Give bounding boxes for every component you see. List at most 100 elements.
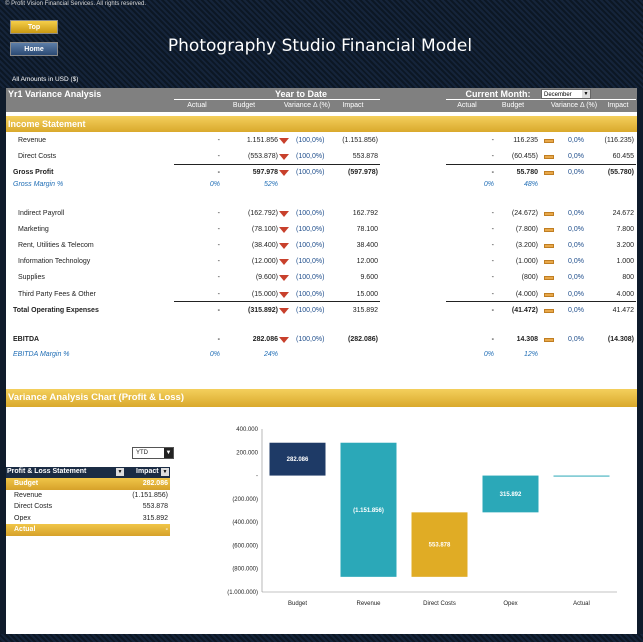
cell: 4.000 <box>616 291 634 298</box>
cell: - <box>217 226 220 233</box>
down-arrow-icon <box>279 154 289 160</box>
bar-data-label: 553.878 <box>429 543 451 549</box>
cell: (100,0%) <box>296 169 325 176</box>
y-tick-label: (200.000) <box>232 497 258 503</box>
down-arrow-icon <box>279 211 289 217</box>
pl-row-budget: Budget 282.086 <box>6 478 170 490</box>
neutral-icon <box>544 139 554 143</box>
y-tick-label: (600.000) <box>232 543 258 549</box>
pl-value: 553.878 <box>142 503 168 510</box>
divider <box>174 164 380 165</box>
pl-label: Opex <box>14 514 31 522</box>
cell: 3.200 <box>616 242 634 249</box>
cell: (38.400) <box>251 242 278 249</box>
bar-data-label: (1.151.856) <box>353 508 384 514</box>
row-label: Third Party Fees & Other <box>18 291 96 298</box>
table-row: Supplies - (9.600) (100,0%) 9.600 - (800… <box>6 272 637 284</box>
cell: - <box>217 258 220 265</box>
y-tick-label: (800.000) <box>232 567 258 573</box>
cell: (597.978) <box>348 169 378 176</box>
down-arrow-icon <box>279 138 289 144</box>
chevron-down-icon[interactable]: ▼ <box>582 90 590 98</box>
neutral-icon <box>544 309 554 313</box>
cell: - <box>491 226 494 233</box>
cell: (100,0%) <box>296 137 325 144</box>
col-impact: Impact <box>342 102 364 109</box>
cell: - <box>217 210 220 217</box>
divider <box>446 301 636 302</box>
row-label: EBITDA <box>13 336 40 343</box>
cell: - <box>491 153 494 160</box>
pl-row-opex: Opex 315.892 <box>6 513 170 525</box>
row-label: Direct Costs <box>18 153 57 160</box>
y-tick-label: - <box>256 474 258 480</box>
cell: 60.455 <box>612 153 634 160</box>
neutral-icon <box>544 293 554 297</box>
cell: (1.000) <box>515 258 538 265</box>
cell: - <box>217 153 220 160</box>
top-button[interactable]: Top <box>10 20 58 34</box>
content-panel: Yr1 Variance Analysis Year to Date Curre… <box>6 88 637 634</box>
cell: 0% <box>483 181 494 188</box>
bar-data-label: 282.086 <box>287 457 309 463</box>
pl-label: Actual <box>14 526 36 533</box>
cell: 116.235 <box>513 137 538 144</box>
chart-section-title: Variance Analysis Chart (Profit & Loss) <box>6 389 637 407</box>
cell: - <box>217 336 220 343</box>
footer-strip <box>0 634 643 642</box>
cell: (1.151.856) <box>342 137 378 144</box>
cell: (116.235) <box>604 137 634 144</box>
period-dropdown[interactable]: YTD ▼ <box>132 447 174 459</box>
neutral-icon <box>544 244 554 248</box>
table-row: EBITDA - 282.086 (100,0%) (282.086) - 14… <box>6 334 637 346</box>
waterfall-bar <box>411 512 468 577</box>
month-dropdown[interactable]: December ▼ <box>541 89 591 99</box>
cell: (100,0%) <box>296 336 325 343</box>
pl-table-header: Profit & Loss Statement ▼ Impact ▼ <box>6 467 170 478</box>
cell: - <box>217 137 220 144</box>
neutral-icon <box>544 228 554 232</box>
table-row: Gross Margin % 0% 52% 0% 48% <box>6 179 637 191</box>
col-budget-month: Budget <box>501 102 525 109</box>
col-actual: Actual <box>187 102 207 109</box>
divider <box>446 164 636 165</box>
cell: 7.800 <box>616 226 634 233</box>
pl-row-direct-costs: Direct Costs 553.878 <box>6 501 170 513</box>
cell: - <box>217 242 220 249</box>
neutral-icon <box>544 276 554 280</box>
cell: (78.100) <box>251 226 278 233</box>
row-label: Information Technology <box>18 258 91 265</box>
pl-value: (1.151.856) <box>132 491 168 499</box>
filter-icon[interactable]: ▼ <box>116 468 124 476</box>
cell: (315.892) <box>248 307 278 314</box>
chevron-down-icon[interactable]: ▼ <box>164 448 173 458</box>
down-arrow-icon <box>279 292 289 298</box>
cell: (100,0%) <box>296 274 325 281</box>
cell: 24.672 <box>612 210 634 217</box>
cell: 38.400 <box>356 242 378 249</box>
filter-icon[interactable]: ▼ <box>161 468 169 476</box>
waterfall-bar <box>482 475 539 513</box>
cell: (800) <box>521 274 538 281</box>
neutral-icon <box>544 260 554 264</box>
row-label: Total Operating Expenses <box>13 307 99 314</box>
table-row: Revenue - 1.151.856 (100,0%) (1.151.856)… <box>6 135 637 147</box>
y-tick-label: (1.000.000) <box>227 590 258 596</box>
table-row: Gross Profit - 597.978 (100,0%) (597.978… <box>6 167 637 179</box>
cell: 12.000 <box>356 258 378 265</box>
cell: 15.000 <box>356 291 378 298</box>
table-row: Direct Costs - (553.878) (100,0%) 553.87… <box>6 151 637 163</box>
variance-header: Yr1 Variance Analysis Year to Date Curre… <box>6 88 637 100</box>
cell: 0% <box>483 351 494 358</box>
page-title: Photography Studio Financial Model <box>167 36 473 56</box>
waterfall-bar <box>553 475 610 477</box>
cell: (55.780) <box>607 169 634 176</box>
home-button[interactable]: Home <box>10 42 58 56</box>
y-tick-label: (400.000) <box>232 520 258 526</box>
divider <box>174 301 380 302</box>
cell: 800 <box>622 274 634 281</box>
down-arrow-icon <box>279 170 289 176</box>
cell: 78.100 <box>356 226 378 233</box>
cell: 0,0% <box>568 336 584 343</box>
row-label: Marketing <box>18 226 49 233</box>
